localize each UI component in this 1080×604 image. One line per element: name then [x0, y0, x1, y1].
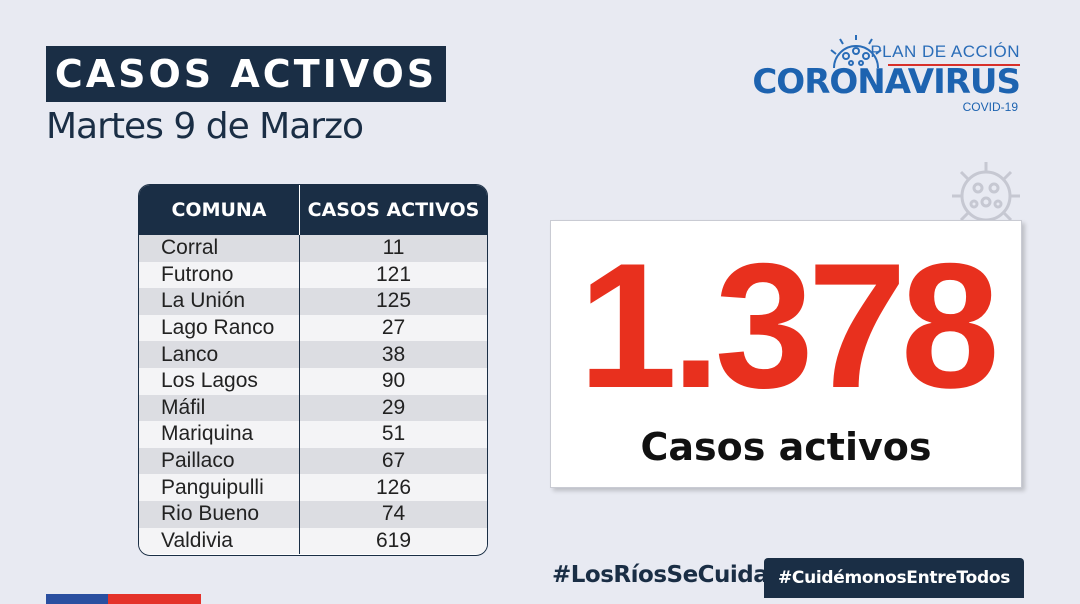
- coronavirus-logo: PLAN DE ACCIÓN CORONAVIRUS COVID-19: [752, 34, 1021, 116]
- comuna-cell: Los Lagos: [161, 369, 258, 393]
- virus-icon: [830, 35, 882, 68]
- comuna-cell: Lanco: [161, 342, 219, 366]
- stripe-blue: [46, 594, 108, 604]
- casos-cell: 121: [299, 261, 487, 289]
- casos-cell: 51: [299, 421, 487, 448]
- casos-cell: 74: [299, 500, 487, 528]
- table-row: Paillaco 67: [139, 447, 487, 475]
- table-row: Panguipulli 126: [139, 474, 487, 501]
- casos-cell: 90: [299, 367, 487, 395]
- plan-de-accion-text: PLAN DE ACCIÓN: [870, 42, 1020, 61]
- comuna-cell: Panguipulli: [161, 475, 264, 499]
- table-row: Mariquina 51: [139, 421, 487, 448]
- virus-decoration-icon: [952, 162, 1020, 220]
- table-header: COMUNA CASOS ACTIVOS: [139, 185, 487, 235]
- column-header-comuna: COMUNA: [171, 199, 267, 221]
- column-header-casos: CASOS ACTIVOS: [299, 185, 487, 235]
- comuna-cell: La Unión: [161, 289, 246, 313]
- casos-cell: 126: [299, 474, 487, 501]
- comuna-cell: Futrono: [161, 262, 234, 286]
- comuna-cell: Corral: [161, 236, 219, 260]
- table-row: Futrono 121: [139, 261, 487, 289]
- comuna-cell: Lago Ranco: [161, 316, 275, 340]
- hashtag-cuidemonos-banner: #CuidémonosEntreTodos: [764, 558, 1024, 598]
- casos-cell: 38: [299, 341, 487, 368]
- comuna-cell: Mariquina: [161, 422, 254, 446]
- table-body: Corral 11 Futrono 121 La Unión 125 Lago Ran…: [139, 235, 487, 555]
- total-cases-card: 1.378 Casos activos: [550, 220, 1022, 488]
- table-row: La Unión 125: [139, 288, 487, 315]
- comuna-cell: Valdivia: [161, 528, 233, 552]
- casos-cell: 619: [299, 527, 487, 555]
- hashtag-los-rios: #LosRíosSeCuida: [552, 562, 769, 588]
- casos-cell: 125: [299, 288, 487, 315]
- page-title: CASOS ACTIVOS: [54, 52, 438, 96]
- casos-cell: 67: [299, 447, 487, 475]
- stripe-red: [108, 594, 201, 604]
- hashtag-cuidemonos: #CuidémonosEntreTodos: [777, 568, 1011, 588]
- casos-cell: 27: [299, 314, 487, 342]
- total-cases-label: Casos activos: [640, 425, 932, 469]
- casos-cell: 11: [299, 235, 487, 262]
- table-row: Corral 11: [139, 235, 487, 262]
- comuna-cell: Paillaco: [161, 449, 235, 473]
- coronavirus-text: CORONAVIRUS: [752, 62, 1021, 102]
- table-row: Rio Bueno 74: [139, 500, 487, 528]
- covid-text: COVID-19: [962, 100, 1018, 114]
- table-row: Lago Ranco 27: [139, 314, 487, 342]
- logo-underline: [888, 64, 1020, 66]
- date-subtitle: Martes 9 de Marzo: [46, 106, 364, 147]
- casos-cell: 29: [299, 394, 487, 422]
- comuna-cell: Rio Bueno: [161, 502, 260, 526]
- total-cases-value: 1.378: [578, 226, 999, 425]
- table-row: Máfil 29: [139, 394, 487, 422]
- title-banner: CASOS ACTIVOS: [46, 46, 446, 102]
- table-row: Valdivia 619: [139, 527, 487, 555]
- table-row: Los Lagos 90: [139, 367, 487, 395]
- table-row: Lanco 38: [139, 341, 487, 368]
- comuna-cell: Máfil: [161, 395, 206, 419]
- cases-table: COMUNA CASOS ACTIVOS Corral 11 Futrono 121…: [138, 184, 488, 556]
- flag-stripe: [46, 594, 201, 604]
